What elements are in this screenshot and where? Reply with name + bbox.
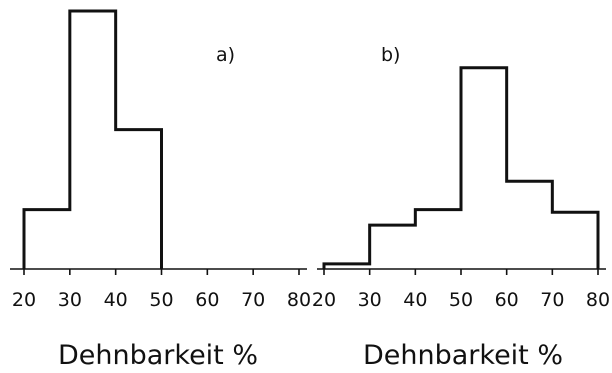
histogram-bar xyxy=(116,130,162,269)
x-tick-label: 60 xyxy=(195,289,219,311)
x-tick-label: 50 xyxy=(449,289,473,311)
histogram-bar xyxy=(24,210,70,269)
histogram-bar xyxy=(415,210,461,269)
panel-label: b) xyxy=(381,44,400,66)
x-tick-label: 40 xyxy=(104,289,128,311)
x-tick-label: 20 xyxy=(12,289,36,311)
x-tick-label: 60 xyxy=(495,289,519,311)
x-tick-label: 50 xyxy=(149,289,173,311)
histogram-outline xyxy=(22,9,163,269)
x-axis-title: Dehnbarkeit % xyxy=(58,340,258,371)
histogram-bar xyxy=(507,181,553,269)
x-tick-label: 70 xyxy=(540,289,564,311)
x-tick-label: 80 xyxy=(586,289,610,311)
histogram-bar xyxy=(552,212,598,269)
x-tick-label: 30 xyxy=(358,289,382,311)
x-tick-label: 80 xyxy=(287,289,311,311)
histogram-bar xyxy=(461,68,507,269)
panel-label: a) xyxy=(216,44,235,66)
x-tick-label: 20 xyxy=(312,289,336,311)
histogram-bar xyxy=(370,225,416,269)
panel-b: 20 30 40 50 60 70 80 b) Dehnbarkeit % xyxy=(312,44,610,371)
x-axis-title: Dehnbarkeit % xyxy=(363,340,563,371)
x-tick-label: 70 xyxy=(241,289,265,311)
x-tick-label: 30 xyxy=(58,289,82,311)
histogram-bar xyxy=(70,11,116,269)
x-tick-label: 40 xyxy=(403,289,427,311)
panel-a: 20 30 40 50 60 70 80 a) Dehnbarkeit % xyxy=(10,9,311,371)
histogram-outline xyxy=(322,66,600,269)
